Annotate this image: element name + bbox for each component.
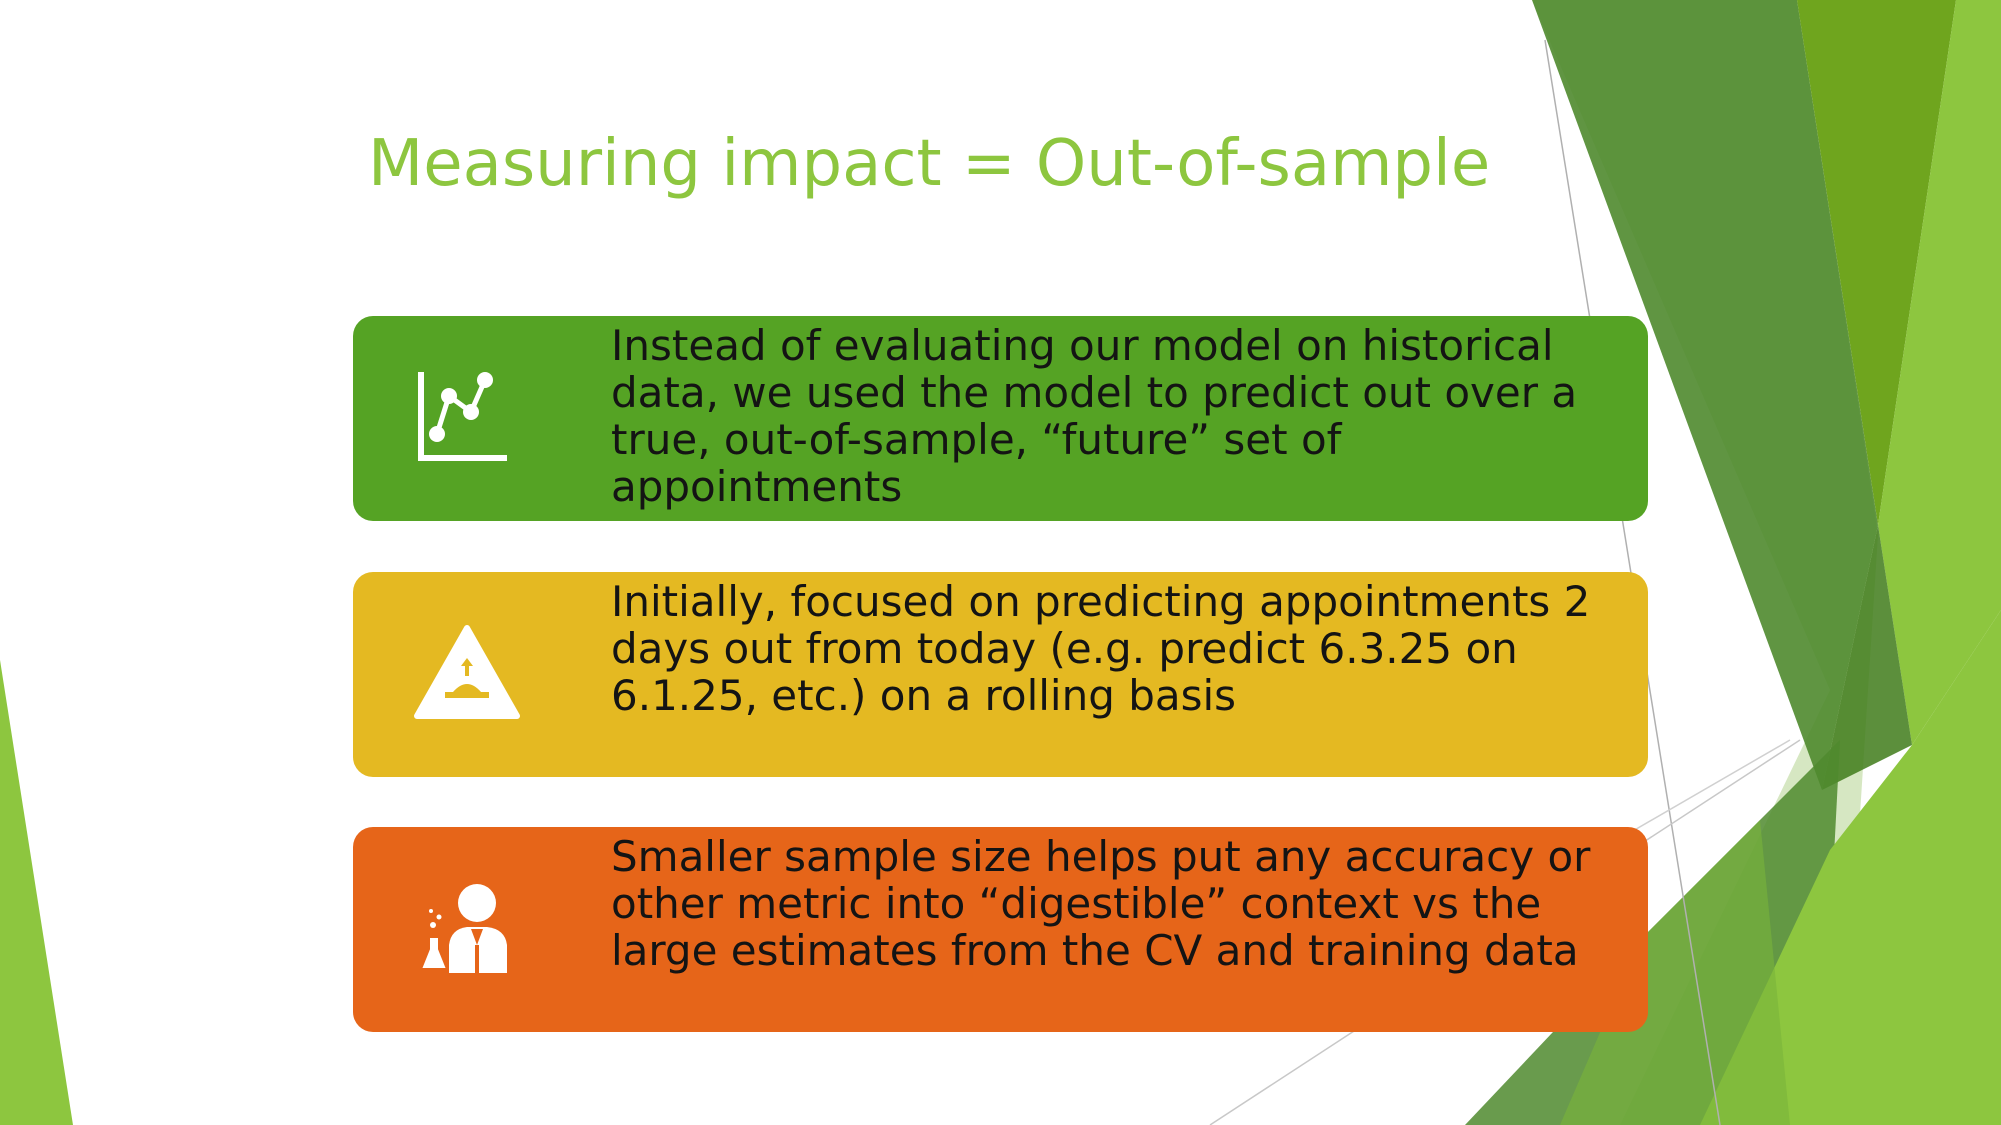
info-card-sample-size: Smaller sample size helps put any accura… [353,827,1648,1032]
line-chart-icon [418,372,507,461]
right-green-shapes [1209,0,2001,1125]
card-text: Initially, focused on predicting appoint… [611,577,1591,720]
scientist-icon [419,884,507,973]
card-text: Instead of evaluating our model on histo… [611,321,1578,511]
slide-title: Measuring impact = Out-of-sample [368,127,1491,201]
card-text: Smaller sample size helps put any accura… [611,832,1591,975]
warning-triangle-icon [414,625,520,719]
info-card-historical: Instead of evaluating our model on histo… [353,316,1648,521]
info-card-focus: Initially, focused on predicting appoint… [353,572,1648,777]
left-green-sliver [0,660,73,1125]
